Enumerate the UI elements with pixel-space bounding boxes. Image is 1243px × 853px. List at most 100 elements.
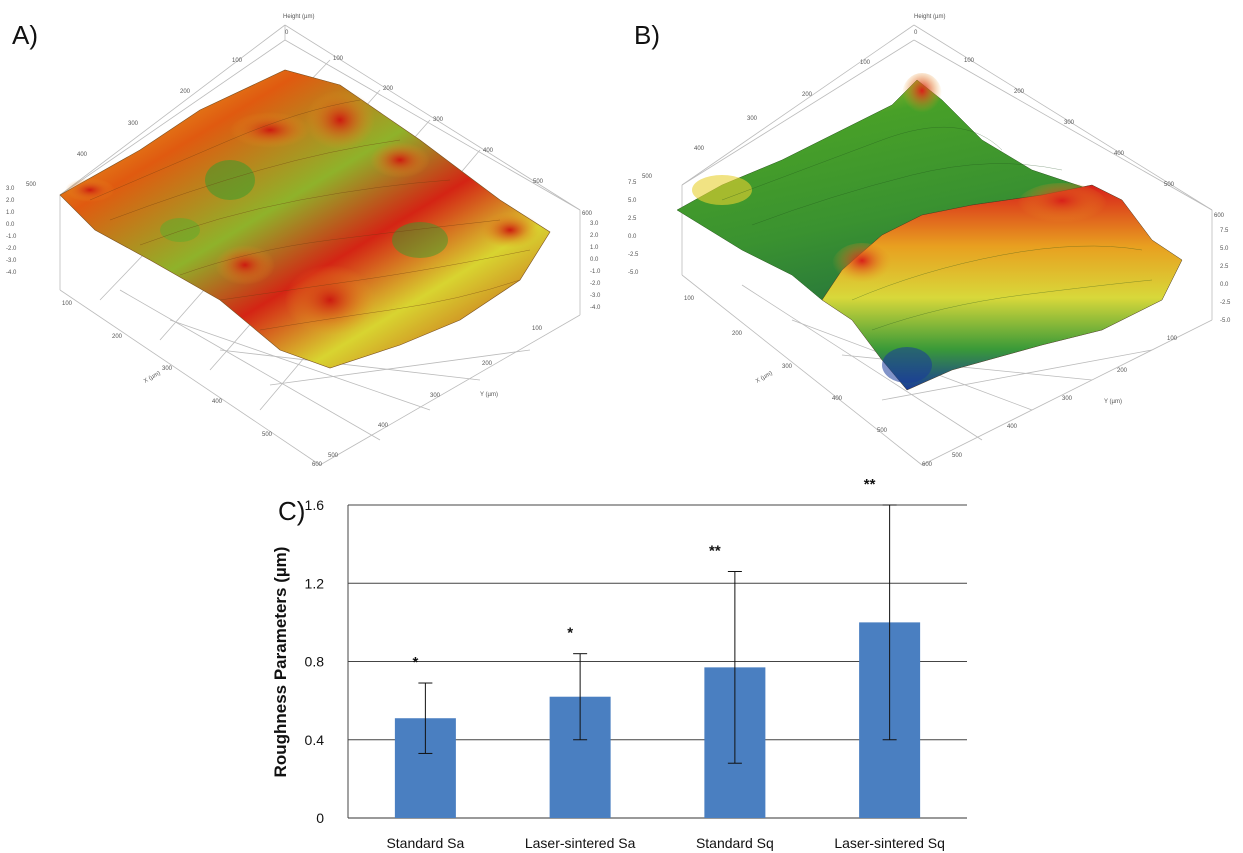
significance-marker: ** (709, 543, 721, 560)
y-tick-label: 1.6 (305, 497, 325, 513)
significance-marker: * (567, 625, 573, 642)
bottom-right-tick-b: 100 (1167, 336, 1178, 342)
bottom-right-tick-a: 100 (532, 326, 543, 332)
height-tick-left-a: 0.0 (6, 222, 15, 228)
top-tick-b: 100 (964, 58, 975, 64)
y-tick-label: 0.4 (305, 732, 325, 748)
bottom-right-tick-b: 200 (1117, 368, 1128, 374)
height-tick-right-a: 2.0 (590, 233, 599, 239)
bottom-right-tick-a: 300 (430, 393, 441, 399)
left-top-tick-a: 300 (128, 121, 139, 127)
bottom-right-tick-b: 300 (1062, 396, 1073, 402)
height-tick-right-b: -2.5 (1220, 300, 1231, 306)
bottom-left-tick-b: 500 (877, 428, 888, 434)
surface-b (676, 73, 1183, 391)
top-tick-b: 600 (1214, 213, 1225, 219)
height-tick-left-b: 5.0 (628, 198, 637, 204)
height-tick-right-a: 1.0 (590, 245, 599, 251)
left-top-tick-a: 200 (180, 89, 191, 95)
z-axis-label-b: Height (µm) (914, 14, 945, 20)
y-tick-label: 0.8 (305, 654, 325, 670)
height-tick-left-b: 2.5 (628, 216, 637, 222)
top-tick-a: 100 (333, 56, 344, 62)
height-tick-left-b: -5.0 (628, 270, 639, 276)
chart-gridlines (347, 504, 967, 819)
bottom-left-tick-a: 200 (112, 334, 123, 340)
top-tick-a: 600 (582, 211, 593, 217)
y-tick-label: 1.2 (305, 575, 325, 591)
height-tick-left-b: 7.5 (628, 180, 637, 186)
chart-bars (394, 622, 921, 818)
bottom-left-tick-a: 500 (262, 432, 273, 438)
bottom-left-tick-a: 300 (162, 366, 173, 372)
height-tick-right-b: -5.0 (1220, 318, 1231, 324)
top-tick-a: 0 (285, 30, 289, 36)
y-axis-label: Roughness Parameters (µm) (271, 547, 290, 778)
bottom-right-tick-a: 400 (378, 423, 389, 429)
bottom-left-tick-a: 100 (62, 301, 73, 307)
height-tick-left-a: -3.0 (6, 258, 17, 264)
bottom-left-tick-a: 600 (312, 462, 323, 468)
category-label: Standard Sa (386, 835, 464, 851)
bar (859, 622, 921, 818)
x-axis-label-b: X (µm) (755, 370, 774, 384)
height-tick-left-a: 1.0 (6, 210, 15, 216)
height-tick-left-a: -4.0 (6, 270, 17, 276)
bottom-left-tick-b: 600 (922, 462, 933, 468)
left-top-tick-b: 100 (860, 60, 871, 66)
height-tick-left-a: 3.0 (6, 186, 15, 192)
height-tick-left-b: -2.5 (628, 252, 639, 258)
bottom-left-tick-b: 200 (732, 331, 743, 337)
x-tick-labels: Standard Sa Laser-sintered Sa Standard Sq L… (386, 835, 944, 851)
bottom-right-tick-a: 500 (328, 453, 339, 459)
top-tick-a: 500 (533, 179, 544, 185)
left-top-tick-b: 200 (802, 92, 813, 98)
bottom-left-tick-b: 300 (782, 364, 793, 370)
bottom-right-tick-b: 500 (952, 453, 963, 459)
significance-markers: ****** (412, 476, 875, 671)
height-tick-right-a: -1.0 (590, 269, 601, 275)
top-tick-a: 300 (433, 117, 444, 123)
height-tick-right-a: -4.0 (590, 305, 601, 311)
surface-plot-a: Height (µm) X (µm) Y (µm) 0 100 200 300 … (6, 14, 601, 468)
top-tick-b: 300 (1064, 120, 1075, 126)
z-axis-label-a: Height (µm) (283, 14, 314, 20)
height-tick-right-b: 2.5 (1220, 264, 1229, 270)
top-tick-b: 0 (914, 30, 918, 36)
bottom-left-tick-b: 100 (684, 296, 695, 302)
left-top-tick-a: 400 (77, 152, 88, 158)
left-top-tick-b: 500 (642, 174, 653, 180)
left-top-tick-b: 400 (694, 146, 705, 152)
category-label: Laser-sintered Sa (525, 835, 636, 851)
bar (704, 667, 766, 818)
top-tick-a: 200 (383, 86, 394, 92)
y-axis-label-b: Y (µm) (1104, 399, 1122, 405)
bottom-right-tick-a: 200 (482, 361, 493, 367)
top-tick-b: 500 (1164, 182, 1175, 188)
category-label: Laser-sintered Sq (834, 835, 945, 851)
panel-c-letter: C) (278, 496, 306, 526)
height-tick-left-a: -1.0 (6, 234, 17, 240)
height-tick-right-a: -3.0 (590, 293, 601, 299)
bottom-left-tick-a: 400 (212, 399, 223, 405)
bottom-left-tick-b: 400 (832, 396, 843, 402)
height-tick-right-b: 7.5 (1220, 228, 1229, 234)
height-tick-right-b: 0.0 (1220, 282, 1229, 288)
error-bars (418, 504, 897, 764)
panel-b-letter: B) (634, 20, 660, 50)
left-top-tick-a: 500 (26, 182, 37, 188)
x-axis-label-a: X (µm) (143, 370, 162, 384)
height-tick-left-b: 0.0 (628, 234, 637, 240)
top-tick-b: 200 (1014, 89, 1025, 95)
bar (549, 696, 611, 818)
height-tick-right-a: -2.0 (590, 281, 601, 287)
bottom-right-tick-b: 400 (1007, 424, 1018, 430)
y-tick-label: 0 (316, 810, 324, 826)
bar (394, 718, 456, 818)
top-tick-b: 400 (1114, 151, 1125, 157)
y-axis-label-a: Y (µm) (480, 392, 498, 398)
surface-a (59, 69, 551, 369)
category-label: Standard Sq (696, 835, 774, 851)
left-top-tick-a: 100 (232, 58, 243, 64)
panel-a-letter: A) (12, 20, 38, 50)
